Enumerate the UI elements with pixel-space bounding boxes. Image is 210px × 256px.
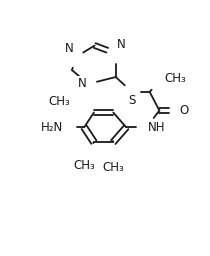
Text: NH: NH <box>148 121 165 134</box>
Text: N: N <box>65 42 74 55</box>
Text: S: S <box>128 94 136 107</box>
Text: CH₃: CH₃ <box>164 71 186 84</box>
Text: O: O <box>180 104 189 117</box>
Text: CH₃: CH₃ <box>49 95 70 108</box>
Text: CH₃: CH₃ <box>102 161 124 174</box>
Text: CH₃: CH₃ <box>73 159 95 172</box>
Text: N: N <box>117 38 126 51</box>
Text: H₂N: H₂N <box>41 121 63 134</box>
Text: N: N <box>78 78 87 90</box>
